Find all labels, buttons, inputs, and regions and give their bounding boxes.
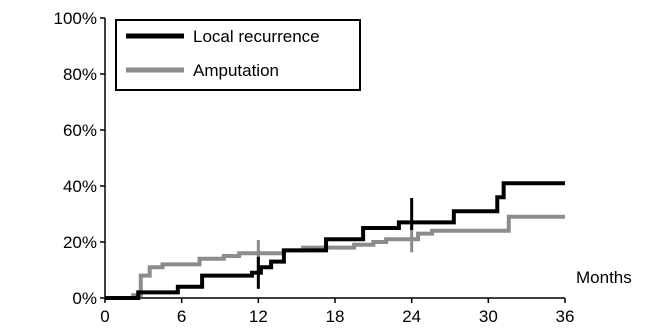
legend-label-local-recurrence: Local recurrence — [193, 27, 320, 46]
legend-label-amputation: Amputation — [193, 61, 279, 80]
x-tick-label: 6 — [177, 307, 186, 326]
y-axis-ticks: 0% 20% 40% 60% 80% 100% — [54, 9, 105, 308]
series-line-amputation — [105, 214, 565, 300]
x-tick-label: 30 — [479, 307, 498, 326]
y-tick-label: 0% — [72, 289, 97, 308]
legend: Local recurrence Amputation — [115, 19, 361, 91]
series-layer — [105, 181, 565, 300]
series-line-local-recurrence — [105, 181, 565, 300]
x-axis-ticks: 0 6 12 18 24 30 36 — [100, 298, 574, 326]
y-tick-label: 80% — [63, 65, 97, 84]
x-tick-label: 12 — [249, 307, 268, 326]
legend-box — [115, 19, 361, 91]
y-tick-label: 60% — [63, 121, 97, 140]
x-tick-label: 18 — [326, 307, 345, 326]
x-tick-label: 0 — [100, 307, 109, 326]
x-axis-label: Months — [576, 268, 632, 287]
y-tick-label: 20% — [63, 233, 97, 252]
y-tick-label: 100% — [54, 9, 97, 28]
x-tick-label: 36 — [556, 307, 575, 326]
x-tick-label: 24 — [402, 307, 421, 326]
y-tick-label: 40% — [63, 177, 97, 196]
